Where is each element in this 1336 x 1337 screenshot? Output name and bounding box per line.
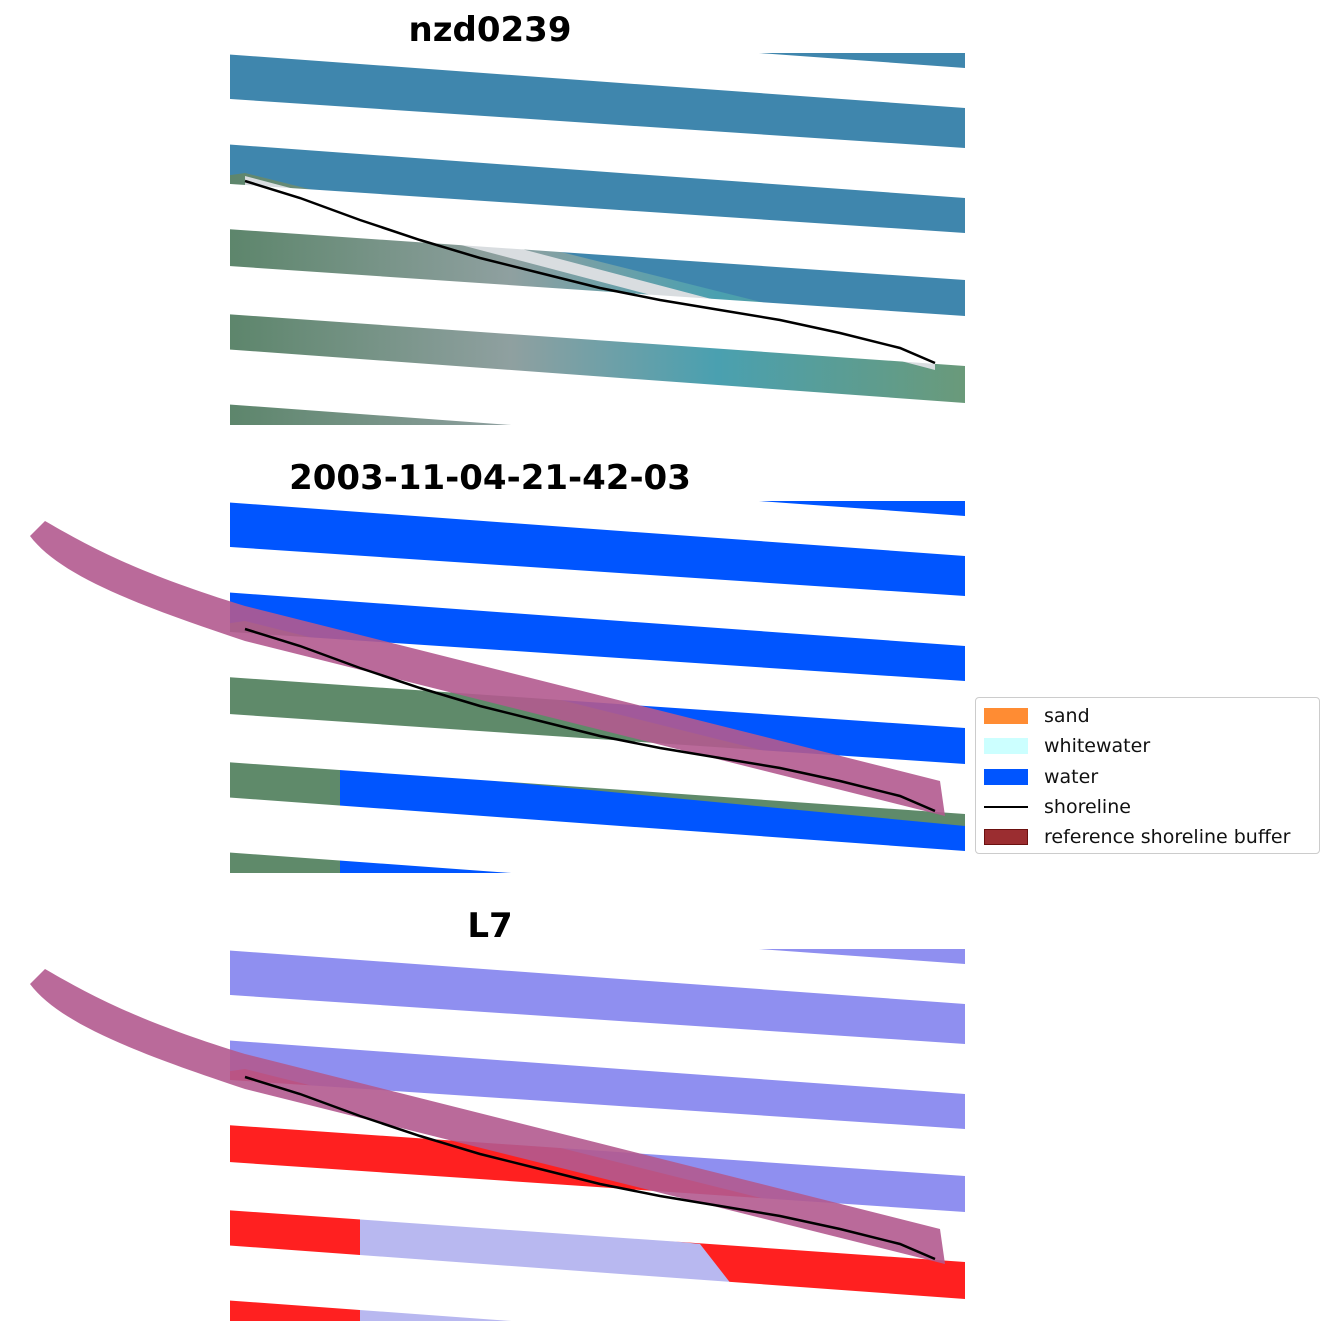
buffer-swatch (984, 829, 1028, 845)
shoreline-line-swatch (984, 806, 1028, 808)
classified-image (140, 501, 965, 873)
legend-label: reference shoreline buffer (1044, 826, 1291, 848)
rgb-image (140, 53, 965, 425)
classified-image-panel (30, 501, 965, 873)
legend-label: whitewater (1044, 735, 1151, 757)
legend-item-water: water (984, 765, 1098, 789)
legend-item-shoreline: shoreline (984, 795, 1131, 819)
sand-swatch (984, 708, 1028, 724)
reference-shoreline-buffer (30, 969, 945, 1264)
panel-title-rgb: nzd0239 (408, 10, 572, 50)
shoreline (244, 179, 936, 365)
panel-title-index: L7 (467, 906, 513, 946)
reference-shoreline-buffer (30, 521, 945, 816)
whitewater-swatch (984, 738, 1028, 754)
water-swatch (984, 769, 1028, 785)
legend-label: sand (1044, 705, 1090, 727)
shoreline (244, 1075, 936, 1261)
legend: sand whitewater water shoreline referenc… (975, 697, 1320, 854)
rgb-image-panel (140, 53, 965, 425)
scan-gap-stripes (140, 53, 965, 425)
panel-title-classified: 2003-11-04-21-42-03 (289, 458, 691, 498)
index-image (140, 949, 965, 1321)
legend-item-sand: sand (984, 704, 1090, 728)
index-image-panel (30, 949, 965, 1321)
legend-label: shoreline (1044, 796, 1131, 818)
legend-label: water (1044, 766, 1099, 788)
legend-item-buffer: reference shoreline buffer (984, 825, 1290, 849)
legend-item-whitewater: whitewater (984, 734, 1150, 758)
shoreline (244, 627, 936, 813)
